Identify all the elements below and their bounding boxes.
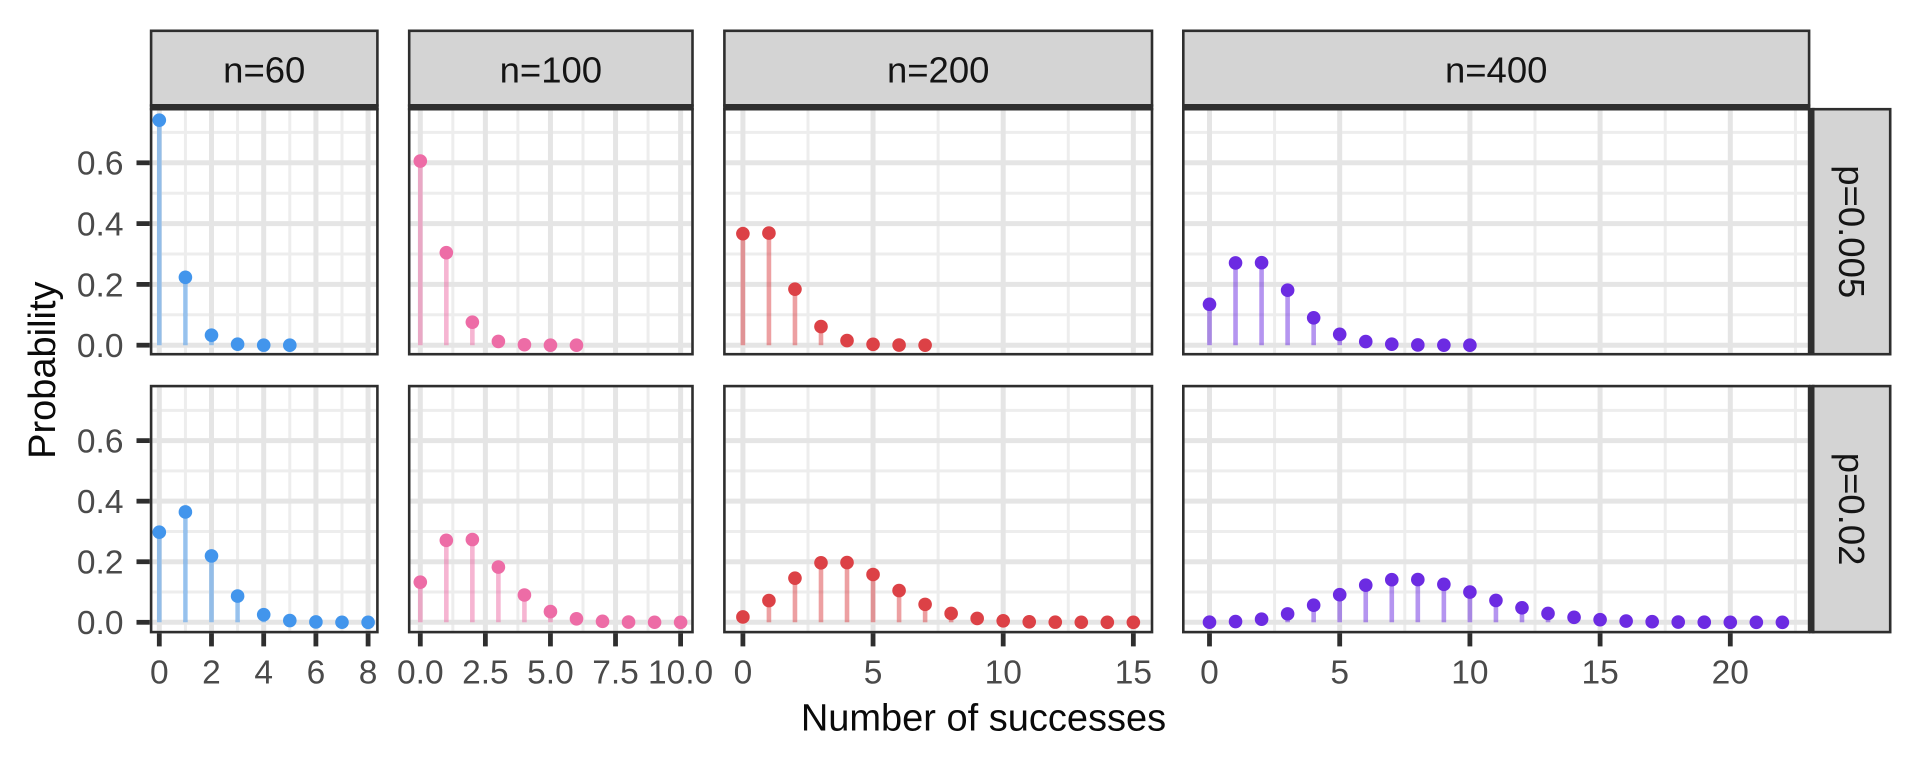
svg-text:5: 5 (864, 655, 883, 692)
svg-text:p=0.02: p=0.02 (1831, 453, 1872, 566)
svg-text:7.5: 7.5 (592, 655, 639, 692)
svg-text:4: 4 (254, 655, 273, 692)
svg-text:0.2: 0.2 (77, 267, 124, 304)
svg-text:0.4: 0.4 (77, 484, 124, 521)
svg-text:15: 15 (1115, 655, 1152, 692)
svg-text:6: 6 (307, 655, 326, 692)
svg-text:n=400: n=400 (1445, 50, 1548, 91)
svg-text:Number of successes: Number of successes (801, 698, 1166, 740)
svg-text:n=200: n=200 (887, 50, 990, 91)
svg-text:8: 8 (359, 655, 378, 692)
svg-text:n=60: n=60 (223, 50, 305, 91)
svg-text:0.4: 0.4 (77, 207, 124, 244)
svg-text:5: 5 (1330, 655, 1349, 692)
svg-text:2.5: 2.5 (462, 655, 509, 692)
svg-text:0: 0 (734, 655, 753, 692)
svg-text:10: 10 (1451, 655, 1488, 692)
svg-text:Probability: Probability (22, 281, 64, 458)
svg-text:20: 20 (1712, 655, 1749, 692)
svg-text:0.6: 0.6 (77, 146, 124, 183)
svg-text:10.0: 10.0 (648, 655, 713, 692)
svg-text:n=100: n=100 (500, 50, 603, 91)
svg-text:0.2: 0.2 (77, 545, 124, 582)
svg-text:0: 0 (150, 655, 169, 692)
svg-text:p=0.005: p=0.005 (1831, 165, 1872, 298)
svg-text:10: 10 (985, 655, 1022, 692)
svg-text:0: 0 (1200, 655, 1219, 692)
svg-text:0.0: 0.0 (77, 605, 124, 642)
svg-text:5.0: 5.0 (527, 655, 574, 692)
svg-text:2: 2 (202, 655, 221, 692)
svg-text:0.6: 0.6 (77, 424, 124, 461)
svg-text:0.0: 0.0 (77, 328, 124, 365)
svg-text:0.0: 0.0 (397, 655, 444, 692)
svg-text:15: 15 (1581, 655, 1618, 692)
